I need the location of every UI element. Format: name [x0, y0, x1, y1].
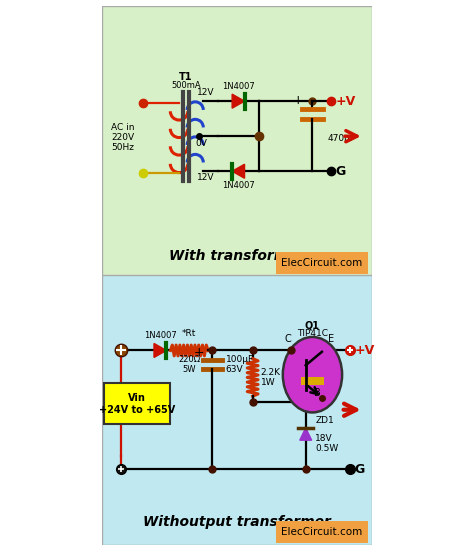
- FancyBboxPatch shape: [276, 251, 368, 274]
- Text: 470µF: 470µF: [327, 134, 356, 144]
- Text: 1N4007: 1N4007: [222, 82, 255, 91]
- Polygon shape: [232, 94, 245, 108]
- Text: Q1: Q1: [305, 320, 320, 330]
- Text: 500mA: 500mA: [171, 81, 201, 90]
- Text: *Rt: *Rt: [182, 329, 197, 338]
- Text: 1N4007: 1N4007: [144, 331, 177, 340]
- Text: 12V: 12V: [197, 88, 214, 97]
- Polygon shape: [154, 343, 166, 358]
- FancyBboxPatch shape: [276, 521, 368, 543]
- Text: TIP41C: TIP41C: [297, 329, 328, 338]
- Text: 18V
0.5W: 18V 0.5W: [315, 434, 338, 453]
- Text: ZD1: ZD1: [315, 416, 334, 425]
- Text: ElecCircuit.com: ElecCircuit.com: [281, 257, 363, 268]
- Text: E: E: [328, 334, 334, 344]
- Text: T1: T1: [179, 72, 193, 82]
- Bar: [301, 377, 324, 385]
- Text: 100µF
63V: 100µF 63V: [226, 355, 254, 374]
- Text: +V: +V: [336, 95, 356, 108]
- Ellipse shape: [283, 337, 342, 412]
- FancyBboxPatch shape: [104, 383, 171, 424]
- Text: 2.2K
1W: 2.2K 1W: [261, 368, 281, 387]
- Text: B: B: [314, 388, 321, 398]
- Text: 1N4007: 1N4007: [222, 182, 255, 190]
- Text: Withoutput transformer: Withoutput transformer: [143, 515, 331, 529]
- Text: ElecCircuit.com: ElecCircuit.com: [281, 527, 363, 537]
- Text: G: G: [354, 463, 365, 476]
- Text: 0V: 0V: [195, 140, 207, 148]
- Text: With transformer: With transformer: [169, 249, 305, 263]
- Text: AC in
220V
50Hz: AC in 220V 50Hz: [111, 123, 134, 152]
- Polygon shape: [232, 164, 245, 178]
- Text: Vin
+24V to +65V: Vin +24V to +65V: [99, 393, 175, 415]
- Polygon shape: [300, 428, 311, 440]
- Text: +: +: [193, 345, 204, 359]
- Text: 12V: 12V: [197, 173, 214, 182]
- Text: 220Ω
5W: 220Ω 5W: [178, 355, 201, 374]
- Text: G: G: [336, 165, 346, 178]
- Text: +V: +V: [354, 344, 374, 357]
- Text: C: C: [285, 334, 292, 344]
- Text: +: +: [292, 94, 303, 107]
